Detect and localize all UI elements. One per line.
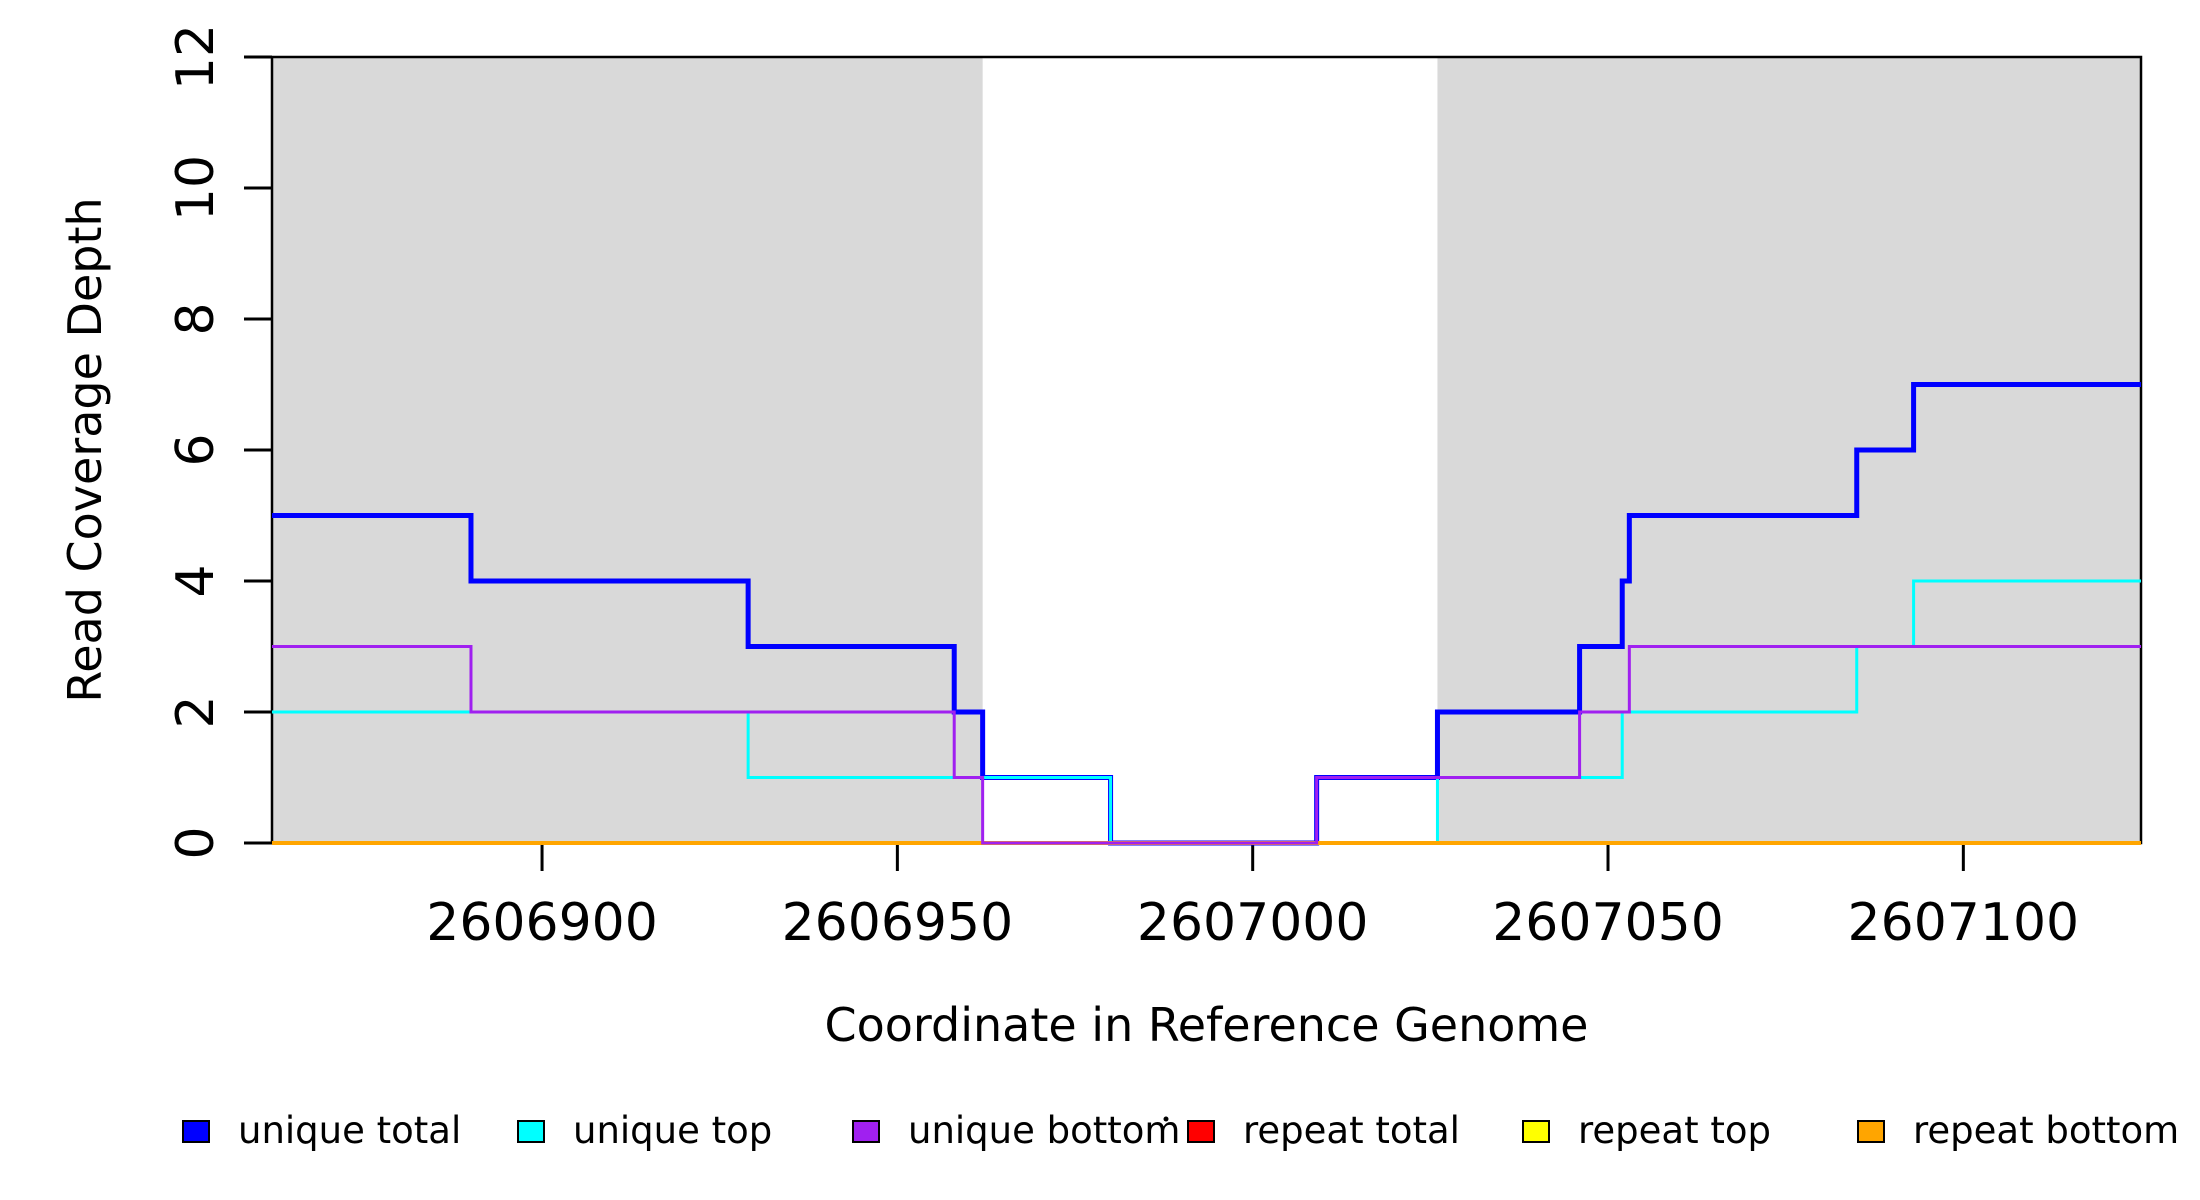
legend-label: unique bottom	[908, 1109, 1181, 1152]
y-tick-label: 6	[166, 433, 226, 466]
legend-item: repeat bottom	[1857, 1107, 2179, 1155]
x-tick-label: 2606900	[426, 893, 658, 953]
y-tick-label: 2	[166, 695, 226, 728]
legend-item: unique total	[182, 1107, 461, 1155]
legend-swatch	[1522, 1119, 1550, 1143]
shaded-region	[1437, 57, 2141, 843]
legend-swatch	[1187, 1119, 1215, 1143]
x-axis-title: Coordinate in Reference Genome	[824, 998, 1589, 1052]
legend-swatch	[517, 1119, 545, 1143]
y-tick-label: 10	[166, 155, 226, 221]
y-tick-label: 4	[166, 564, 226, 597]
x-tick-label: 2607050	[1492, 893, 1724, 953]
legend-swatch	[852, 1119, 880, 1143]
legend-label: repeat bottom	[1913, 1109, 2180, 1152]
legend-item: repeat top	[1522, 1107, 1771, 1155]
stray-dot	[1163, 1116, 1169, 1122]
legend-swatch	[182, 1119, 210, 1143]
y-tick-label: 0	[166, 826, 226, 859]
legend-item: unique top	[517, 1107, 772, 1155]
y-tick-label: 12	[166, 24, 226, 90]
y-axis-title: Read Coverage Depth	[58, 197, 112, 703]
y-tick-label: 8	[166, 302, 226, 335]
x-tick-label: 2607000	[1137, 893, 1369, 953]
x-tick-label: 2607100	[1848, 893, 2080, 953]
legend-label: unique total	[238, 1109, 462, 1152]
legend-item: unique bottom	[852, 1107, 1180, 1155]
series-line-unique-bottom	[272, 645, 2141, 845]
legend-label: unique top	[573, 1109, 773, 1152]
legend-label: repeat total	[1243, 1109, 1460, 1152]
x-tick-label: 2606950	[782, 893, 1014, 953]
legend-label: repeat top	[1578, 1109, 1771, 1152]
legend-item: repeat total	[1187, 1107, 1460, 1155]
legend-swatch	[1857, 1119, 1885, 1143]
shaded-region	[272, 57, 983, 843]
